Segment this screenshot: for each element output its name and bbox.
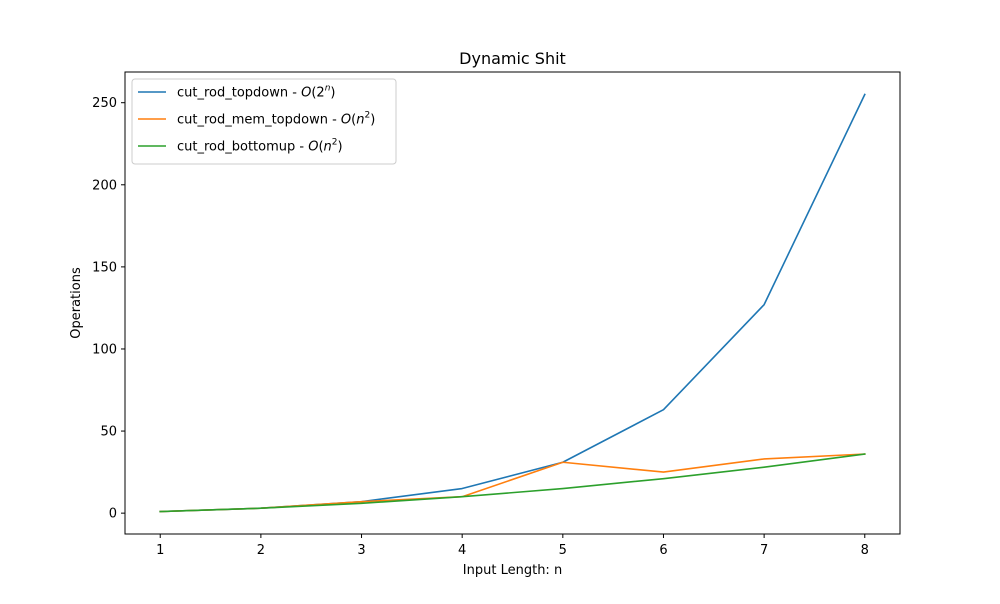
x-tick-label: 7 [760,543,768,558]
y-tick-label: 0 [109,507,117,522]
legend-label: cut_rod_topdown - O(2n) [177,84,335,101]
y-tick-label: 50 [100,425,117,440]
y-tick-label: 250 [92,96,117,111]
axes-frame [124,71,901,535]
legend-label: cut_rod_bottomup - O(n2) [177,138,343,155]
x-tick-label: 6 [659,543,667,558]
x-tick-label: 1 [156,543,164,558]
x-tick-label: 4 [458,543,466,558]
y-tick-label: 100 [92,342,117,357]
x-axis-title: Input Length: n [463,563,562,578]
series-line-1 [159,453,866,513]
y-tick-label: 200 [92,178,117,193]
legend-label: cut_rod_mem_topdown - O(n2) [177,111,375,128]
x-tick-label: 8 [861,543,869,558]
x-tick-label: 3 [357,543,365,558]
series-line-2 [159,453,866,513]
plot-area [159,93,866,513]
x-tick-label: 5 [559,543,567,558]
y-axis-title: Operations [69,267,84,339]
x-tick-label: 2 [257,543,265,558]
y-tick-label: 150 [92,260,117,275]
x-axis: 1 2 3 4 5 6 7 8 [156,534,869,558]
y-axis: 0 50 100 150 200 250 [92,96,125,522]
legend-box [131,78,397,165]
legend: cut_rod_topdown - O(2n) cut_rod_mem_topdo… [131,78,397,165]
chart-title: Dynamic Shit [459,49,566,68]
